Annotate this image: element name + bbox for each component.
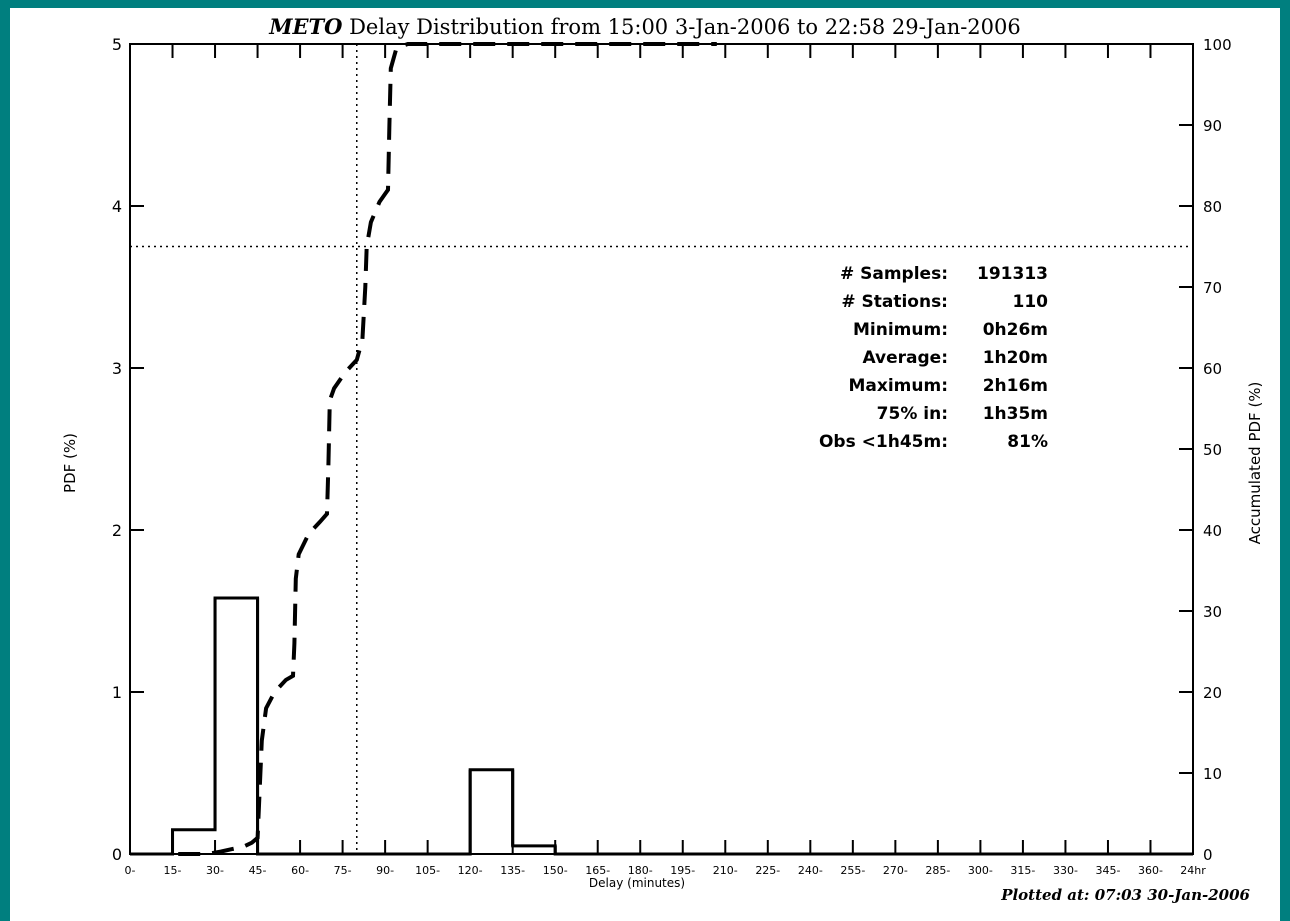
y-right-tick-label: 90: [1203, 117, 1222, 135]
x-tick-label: 330-: [1053, 864, 1078, 877]
stat-value: 1h20m: [982, 348, 1048, 368]
x-tick-label: 75-: [334, 864, 352, 877]
x-tick-label: 105-: [415, 864, 440, 877]
x-tick-label: 180-: [628, 864, 653, 877]
x-tick-label: 210-: [713, 864, 738, 877]
y-left-tick-label: 3: [112, 359, 122, 378]
stat-label: # Samples:: [839, 264, 948, 284]
y-left-tick-label: 1: [112, 683, 122, 702]
y-left-tick-label: 4: [112, 197, 122, 216]
stat-row-75pct: 75% in: 1h35m: [730, 400, 1048, 428]
y-right-tick-label: 100: [1203, 36, 1232, 54]
chart-title: METO Delay Distribution from 15:00 3-Jan…: [10, 14, 1280, 39]
x-tick-label: 120-: [458, 864, 483, 877]
stat-label: Average:: [862, 348, 948, 368]
histogram-bar: [215, 598, 258, 854]
stat-value: 0h26m: [982, 320, 1048, 340]
y-right-tick-label: 30: [1203, 603, 1222, 621]
stat-value: 2h16m: [982, 376, 1048, 396]
chart-canvas: 0 1 2 3 4 5 0 10 20 30 40 50 60 70 80 90 100 0- 15- 30- 45- 6…: [10, 8, 1280, 921]
x-tick-label: 285-: [925, 864, 950, 877]
y-axis-left-label: PDF (%): [61, 433, 79, 493]
x-tick-label: 24hr: [1180, 864, 1206, 877]
stat-row-minimum: Minimum: 0h26m: [730, 316, 1048, 344]
y-right-tick-label: 0: [1203, 846, 1213, 864]
x-tick-label: 90-: [376, 864, 394, 877]
x-tick-label: 165-: [585, 864, 610, 877]
x-axis-label: Delay (minutes): [588, 876, 686, 890]
x-tick-label: 0-: [125, 864, 136, 877]
statistics-panel: # Samples: 191313 # Stations: 110 Minimum:…: [730, 260, 1048, 456]
stat-row-samples: # Samples: 191313: [730, 260, 1048, 288]
x-tick-label: 270-: [883, 864, 908, 877]
y-right-tick-label: 20: [1203, 684, 1222, 702]
y-right-tick-label: 70: [1203, 279, 1222, 297]
stat-row-average: Average: 1h20m: [730, 344, 1048, 372]
histogram-bar: [173, 830, 216, 854]
y-axis-right-label: Accumulated PDF (%): [1246, 381, 1264, 545]
y-right-tick-label: 40: [1203, 522, 1222, 540]
x-tick-label: 30-: [206, 864, 224, 877]
x-tick-label: 135-: [500, 864, 525, 877]
y-right-tick-label: 80: [1203, 198, 1222, 216]
histogram-series: [130, 596, 1193, 856]
cumulative-series-line: [178, 42, 717, 856]
y-left-tick-label: 2: [112, 521, 122, 540]
histogram-bar: [470, 770, 513, 854]
stat-label: # Stations:: [841, 292, 948, 312]
y-left-tick-label: 5: [112, 35, 122, 54]
x-tick-label: 255-: [840, 864, 865, 877]
x-tick-label: 360-: [1138, 864, 1163, 877]
stat-row-obs: Obs <1h45m: 81%: [730, 428, 1048, 456]
stat-value: 191313: [977, 264, 1048, 284]
y-right-tick-label: 60: [1203, 360, 1222, 378]
stat-label: Obs <1h45m:: [818, 432, 948, 452]
x-tick-label: 195-: [670, 864, 695, 877]
stat-value: 1h35m: [982, 404, 1048, 424]
x-tick-label: 225-: [755, 864, 780, 877]
stat-label: Minimum:: [852, 320, 948, 340]
x-tick-label: 45-: [249, 864, 267, 877]
chart-title-text: Delay Distribution from 15:00 3-Jan-2006…: [342, 15, 1021, 39]
stat-value: 110: [1012, 292, 1049, 312]
x-tick-label: 60-: [291, 864, 309, 877]
stat-row-maximum: Maximum: 2h16m: [730, 372, 1048, 400]
x-tick-label: 15-: [164, 864, 182, 877]
x-tick-label: 315-: [1010, 864, 1035, 877]
x-tick-label: 345-: [1095, 864, 1120, 877]
y-right-tick-label: 10: [1203, 765, 1222, 783]
stat-row-stations: # Stations: 110: [730, 288, 1048, 316]
chart-title-station: METO: [269, 14, 343, 39]
x-tick-label: 240-: [798, 864, 823, 877]
plotted-at-timestamp: Plotted at: 07:03 30-Jan-2006: [1001, 886, 1250, 904]
x-tick-label: 300-: [968, 864, 993, 877]
stat-label: 75% in:: [876, 404, 948, 424]
stat-label: Maximum:: [848, 376, 948, 396]
y-right-tick-label: 50: [1203, 441, 1222, 459]
x-tick-label: 150-: [543, 864, 568, 877]
stat-value: 81%: [1007, 432, 1048, 452]
y-left-tick-label: 0: [112, 845, 122, 864]
